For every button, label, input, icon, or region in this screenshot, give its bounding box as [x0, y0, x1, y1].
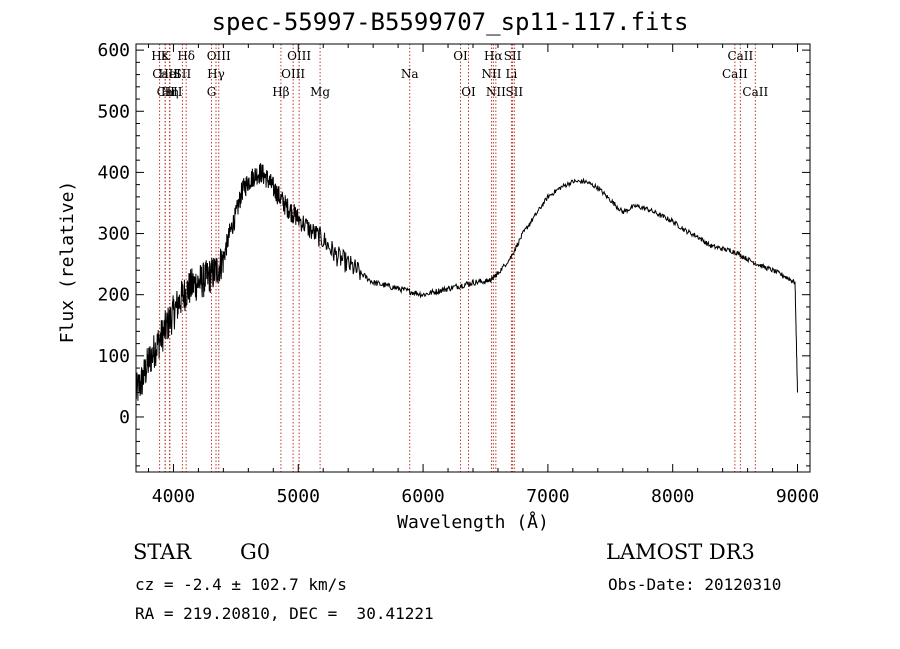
line-label-13: OIII [287, 49, 311, 63]
line-label-11: G [207, 85, 217, 99]
y-axis-label: Flux (relative) [57, 181, 78, 344]
observation-date: Obs-Date: 20120310 [608, 575, 782, 594]
line-label-8: Hδ [177, 49, 195, 63]
object-subclass: G0 [240, 540, 271, 564]
emission-line-markers [159, 44, 756, 472]
line-label-22: SII [504, 49, 522, 63]
line-label-1: CaII [152, 67, 178, 81]
y-tick-label-0: 0 [119, 407, 130, 428]
line-label-14: OIII [281, 67, 305, 81]
line-label-21: NII [486, 85, 506, 99]
y-tick-label-4: 400 [97, 162, 130, 183]
line-label-25: CaII [722, 67, 748, 81]
object-class: STAR [133, 540, 192, 564]
plot-frame [135, 43, 811, 473]
x-axis-label: Wavelength (Å) [397, 511, 549, 533]
y-tick-label-6: 600 [97, 40, 130, 61]
line-label-24: SII [505, 85, 523, 99]
chart-title: spec-55997-B5599707_sp11-117.fits [211, 8, 689, 36]
y-tick-label-5: 500 [97, 101, 130, 122]
redshift-readout: cz = -2.4 ± 102.7 km/s [135, 575, 347, 594]
line-label-3: HeI [159, 67, 182, 81]
x-tick-label-2: 6000 [401, 486, 444, 507]
x-tick-label-4: 8000 [651, 486, 694, 507]
line-label-10: Hγ [207, 67, 225, 81]
line-label-2: K [161, 49, 171, 63]
line-label-18: OI [461, 85, 476, 99]
line-label-4: Hη [161, 85, 179, 99]
line-label-9: OIII [207, 49, 231, 63]
y-axis: 0 100 200 300 400 500 600 [97, 40, 810, 467]
line-label-23: Li [506, 67, 518, 81]
spectrum-line [135, 163, 798, 401]
x-tick-label-0: 4000 [152, 486, 195, 507]
x-axis: 4000 5000 6000 7000 8000 9000 [147, 44, 819, 507]
line-label-7: H [164, 85, 174, 99]
line-label-6: SII [174, 67, 192, 81]
line-label-20: NII [481, 67, 501, 81]
y-tick-label-1: 100 [97, 346, 130, 367]
line-label-5: CaII [157, 85, 183, 99]
spectrum-series [135, 163, 798, 401]
y-tick-label-3: 300 [97, 224, 130, 245]
x-tick-label-5: 9000 [776, 486, 819, 507]
line-label-26: CaII [727, 49, 753, 63]
line-label-27: CaII [742, 85, 768, 99]
line-label-12: Hβ [272, 85, 289, 99]
line-label-17: OI [453, 49, 468, 63]
coordinates-readout: RA = 219.20810, DEC = 30.41221 [135, 604, 434, 623]
survey-name: LAMOST DR3 [606, 540, 755, 564]
line-label-16: Na [401, 67, 419, 81]
y-tick-label-2: 200 [97, 285, 130, 306]
line-label-19: Hα [484, 49, 503, 63]
line-label-0: Hε [151, 49, 168, 63]
line-label-15: Mg [310, 85, 330, 99]
x-tick-label-1: 5000 [277, 486, 320, 507]
x-tick-label-3: 7000 [526, 486, 569, 507]
